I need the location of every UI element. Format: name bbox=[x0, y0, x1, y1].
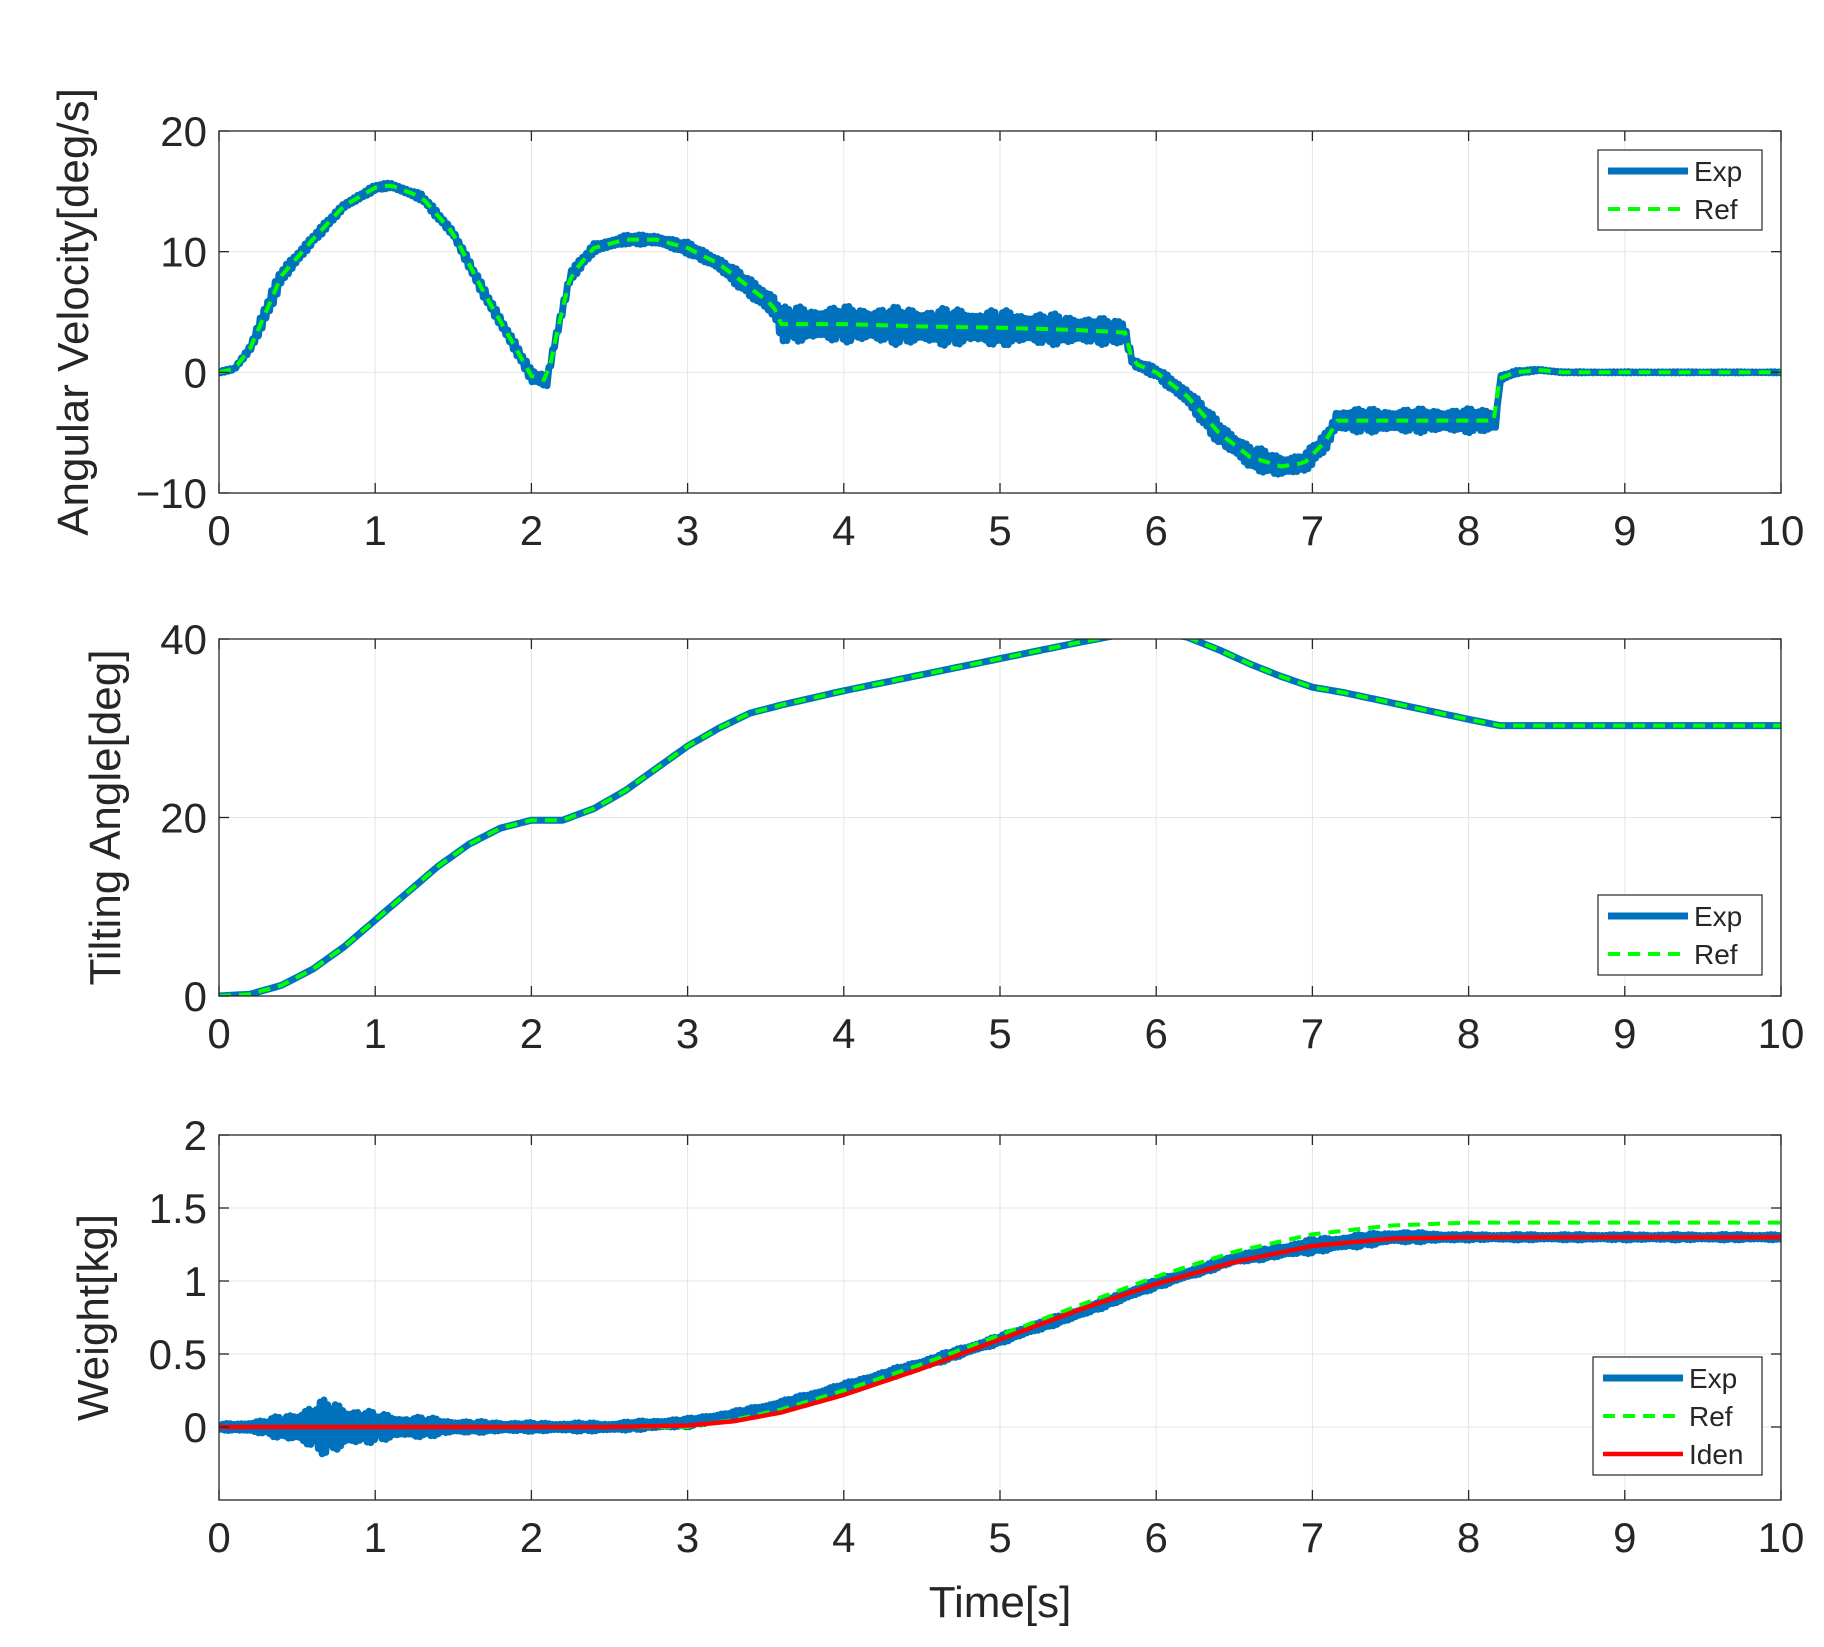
x-tick-label: 3 bbox=[676, 1010, 699, 1057]
x-tick-label: 7 bbox=[1301, 1514, 1324, 1561]
legend-label-ref: Ref bbox=[1689, 1401, 1733, 1432]
legend-box bbox=[1597, 149, 1763, 231]
y-tick-label: 2 bbox=[184, 1112, 207, 1159]
x-tick-label: 0 bbox=[207, 1010, 230, 1057]
y-tick-label: 20 bbox=[160, 795, 207, 842]
legend: Exp Ref Iden bbox=[1592, 1356, 1763, 1476]
y-tick-label: 20 bbox=[160, 108, 207, 155]
x-tick-label: 6 bbox=[1145, 1010, 1168, 1057]
x-tick-label: 8 bbox=[1457, 1514, 1480, 1561]
x-tick-label: 8 bbox=[1457, 1010, 1480, 1057]
x-tick-label: 2 bbox=[520, 507, 543, 554]
x-tick-label: 9 bbox=[1613, 507, 1636, 554]
x-tick-label: 8 bbox=[1457, 507, 1480, 554]
y-tick-label: −10 bbox=[136, 470, 207, 517]
legend-label-exp: Exp bbox=[1689, 1363, 1737, 1394]
series-line-ref bbox=[219, 183, 1781, 469]
x-tick-label: 10 bbox=[1758, 1010, 1805, 1057]
legend: Exp Ref bbox=[1597, 149, 1763, 231]
y-tick-label: 0.5 bbox=[149, 1331, 207, 1378]
x-tick-label: 5 bbox=[988, 1010, 1011, 1057]
series-group bbox=[219, 1220, 1781, 1458]
legend: Exp Ref bbox=[1597, 894, 1763, 976]
x-tick-label: 0 bbox=[207, 507, 230, 554]
x-tick-label: 4 bbox=[832, 1514, 855, 1561]
grid bbox=[218, 1134, 1782, 1500]
y-axis-label: Angular Velocity[deg/s] bbox=[49, 88, 98, 536]
x-tick-label: 2 bbox=[520, 1010, 543, 1057]
x-tick-label: 6 bbox=[1145, 1514, 1168, 1561]
y-tick-label: 40 bbox=[160, 616, 207, 663]
legend-label-iden: Iden bbox=[1689, 1439, 1744, 1470]
y-tick-label: 10 bbox=[160, 229, 207, 276]
y-tick-label: 0 bbox=[184, 973, 207, 1020]
x-tick-label: 5 bbox=[988, 1514, 1011, 1561]
legend-box bbox=[1597, 894, 1763, 976]
legend-label-ref: Ref bbox=[1694, 194, 1738, 225]
x-tick-label: 9 bbox=[1613, 1514, 1636, 1561]
x-tick-label: 10 bbox=[1758, 507, 1805, 554]
y-tick-label: 1 bbox=[184, 1258, 207, 1305]
x-tick-label: 1 bbox=[364, 507, 387, 554]
series-line-iden bbox=[219, 1234, 1781, 1430]
x-tick-label: 7 bbox=[1301, 1010, 1324, 1057]
y-tick-label: 0 bbox=[184, 1404, 207, 1451]
x-tick-label: 3 bbox=[676, 1514, 699, 1561]
series-group bbox=[219, 639, 1781, 996]
y-tick-label: 1.5 bbox=[149, 1185, 207, 1232]
legend-label-exp: Exp bbox=[1694, 156, 1742, 187]
x-axis-label: Time[s] bbox=[929, 1578, 1072, 1627]
x-tick-label: 10 bbox=[1758, 1514, 1805, 1561]
legend-label-exp: Exp bbox=[1694, 901, 1742, 932]
x-tick-label: 5 bbox=[988, 507, 1011, 554]
x-tick-label: 2 bbox=[520, 1514, 543, 1561]
y-axis-label: Tilting Angle[deg] bbox=[81, 650, 130, 986]
x-tick-label: 4 bbox=[832, 507, 855, 554]
x-tick-label: 3 bbox=[676, 507, 699, 554]
x-tick-label: 4 bbox=[832, 1010, 855, 1057]
y-axis-label: Weight[kg] bbox=[69, 1214, 118, 1421]
chart-panel-3: 0 1 2 3 4 5 6 7 8 9 10 0 0.5 1 1.5 2 Weight[kg] Time[s] Ex… bbox=[69, 1112, 1804, 1627]
chart-panel-2: 0 1 2 3 4 5 6 7 8 9 10 0 20 40 Tilting Angle[deg] Exp Re… bbox=[81, 616, 1804, 1057]
series-group bbox=[219, 179, 1781, 478]
x-tick-label: 9 bbox=[1613, 1010, 1636, 1057]
y-tick-label: 0 bbox=[184, 349, 207, 396]
legend-label-ref: Ref bbox=[1694, 939, 1738, 970]
x-tick-label: 1 bbox=[364, 1010, 387, 1057]
x-tick-label: 6 bbox=[1145, 507, 1168, 554]
x-tick-label: 0 bbox=[207, 1514, 230, 1561]
series-line-ref bbox=[219, 639, 1781, 996]
x-tick-label: 1 bbox=[364, 1514, 387, 1561]
x-tick-label: 7 bbox=[1301, 507, 1324, 554]
